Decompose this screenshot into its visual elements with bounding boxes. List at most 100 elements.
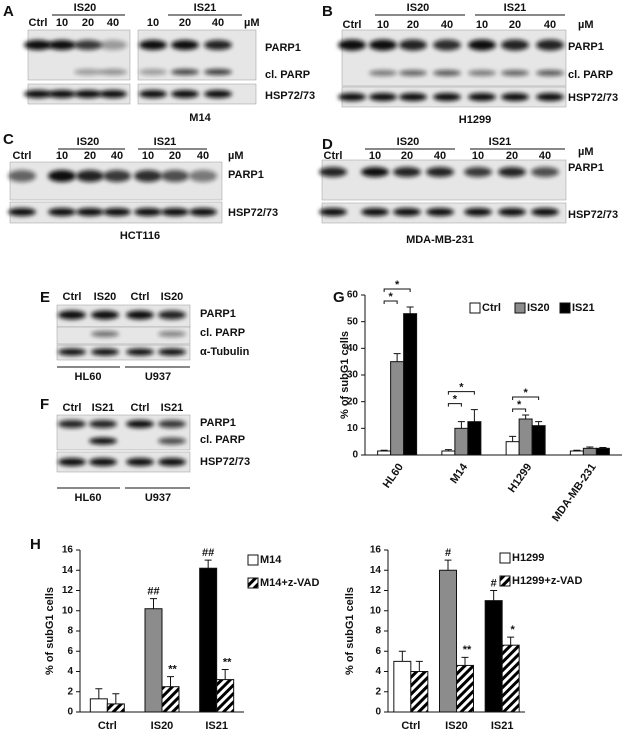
significance-star: * (388, 291, 393, 303)
bar (393, 660, 412, 713)
y-tick-label: 10 (347, 423, 359, 434)
blot-band (399, 70, 427, 76)
lane-label: 10 (472, 150, 484, 162)
panel-letter: F (40, 396, 49, 413)
blot-band (48, 170, 76, 182)
blot-band (58, 310, 86, 320)
blot-band (58, 420, 86, 428)
blot-band (99, 40, 127, 50)
bar (582, 447, 597, 456)
lane-label: 20 (401, 150, 413, 162)
blot-band (369, 93, 397, 101)
significance-star: * (459, 382, 464, 394)
legend-label: M14 (260, 554, 282, 566)
panel-letter: H (30, 536, 41, 553)
x-tick-label: IS21 (205, 720, 228, 732)
bar (454, 427, 469, 456)
legend-label: IS20 (527, 302, 550, 314)
y-tick-label: 16 (62, 545, 74, 556)
bar (390, 361, 405, 456)
blot-band (8, 170, 36, 182)
lane-label: IS21 (92, 402, 115, 414)
blot-membrane (56, 344, 191, 361)
error-bar (573, 449, 581, 451)
blot-band (103, 208, 131, 216)
bar (484, 600, 503, 713)
group-label: IS20 (397, 136, 420, 148)
bar (89, 698, 108, 713)
error-bar (95, 688, 103, 699)
cell-line-label: H1299 (459, 114, 491, 126)
error-bar (393, 353, 401, 362)
y-tick-label: 14 (370, 565, 382, 576)
legend-swatch (469, 302, 481, 314)
blot-band (74, 90, 102, 98)
lane-label: 10 (142, 150, 154, 162)
blot-band (24, 40, 52, 50)
bar (441, 450, 456, 456)
y-tick-label: 16 (370, 545, 382, 556)
panel-letter: B (322, 3, 333, 20)
blot-band (433, 39, 461, 51)
blot-band (89, 437, 117, 445)
band-label: HSP72/73 (200, 456, 250, 468)
cell-line-label: HL60 (75, 371, 102, 383)
y-tick-label: 8 (67, 626, 73, 637)
band-label: PARP1 (200, 308, 236, 320)
x-tick-label: HL60 (381, 462, 406, 491)
significance-star: * (453, 394, 458, 406)
x-tick-label: M14 (448, 461, 471, 486)
blot-band (89, 420, 117, 428)
legend-label: M14+z-VAD (260, 577, 319, 589)
blot-band (468, 70, 496, 76)
blot-band (369, 39, 397, 51)
y-axis-label: % of subG1 cells (339, 331, 351, 419)
lane-label: 40 (434, 150, 446, 162)
blot-band (126, 348, 154, 356)
lane-label: 20 (169, 150, 181, 162)
blot-band (158, 310, 186, 320)
blot-membrane (321, 159, 567, 201)
legend-label: H1299 (512, 552, 544, 564)
x-tick-label: H1299 (506, 462, 534, 495)
lane-label: 20 (82, 17, 94, 29)
blot-band (134, 208, 162, 216)
bar (377, 450, 392, 456)
panel-letter: D (322, 136, 333, 153)
blot-band (426, 208, 454, 216)
error-bar (112, 693, 120, 704)
error-bar (398, 650, 406, 662)
blot-band (74, 69, 102, 75)
group-label: IS21 (489, 136, 512, 148)
band-label: PARP1 (568, 162, 604, 174)
blot-band (204, 90, 232, 98)
blot-band (89, 458, 117, 466)
error-bar (406, 306, 414, 314)
error-bar (415, 660, 423, 672)
blot-band (536, 93, 564, 101)
blot-membrane (341, 29, 567, 87)
significance-star: * (523, 387, 528, 399)
significance-bracket (512, 408, 527, 412)
blot-band (134, 170, 162, 182)
band-label: PARP1 (200, 417, 236, 429)
blot-band (501, 70, 529, 76)
blot-band (161, 208, 189, 216)
panel-letter: G (333, 289, 345, 306)
lane-label: 20 (179, 17, 191, 29)
y-tick-label: 0 (67, 707, 73, 718)
significance-marker: ** (168, 663, 177, 675)
y-axis-label: % of subG1 cells (344, 587, 356, 675)
cell-line-label: M14 (189, 112, 211, 124)
significance-bracket (447, 403, 462, 407)
lane-label: Ctrl (131, 291, 150, 303)
lane-label: 10 (476, 19, 488, 31)
legend-swatch (247, 577, 259, 589)
lane-label: 20 (506, 150, 518, 162)
blot-band (99, 90, 127, 98)
lane-label: 40 (197, 150, 209, 162)
bar (518, 418, 533, 456)
blot-band (158, 331, 186, 337)
unit-label: µM (578, 19, 594, 31)
legend-label: H1299+z-VAD (512, 575, 582, 587)
